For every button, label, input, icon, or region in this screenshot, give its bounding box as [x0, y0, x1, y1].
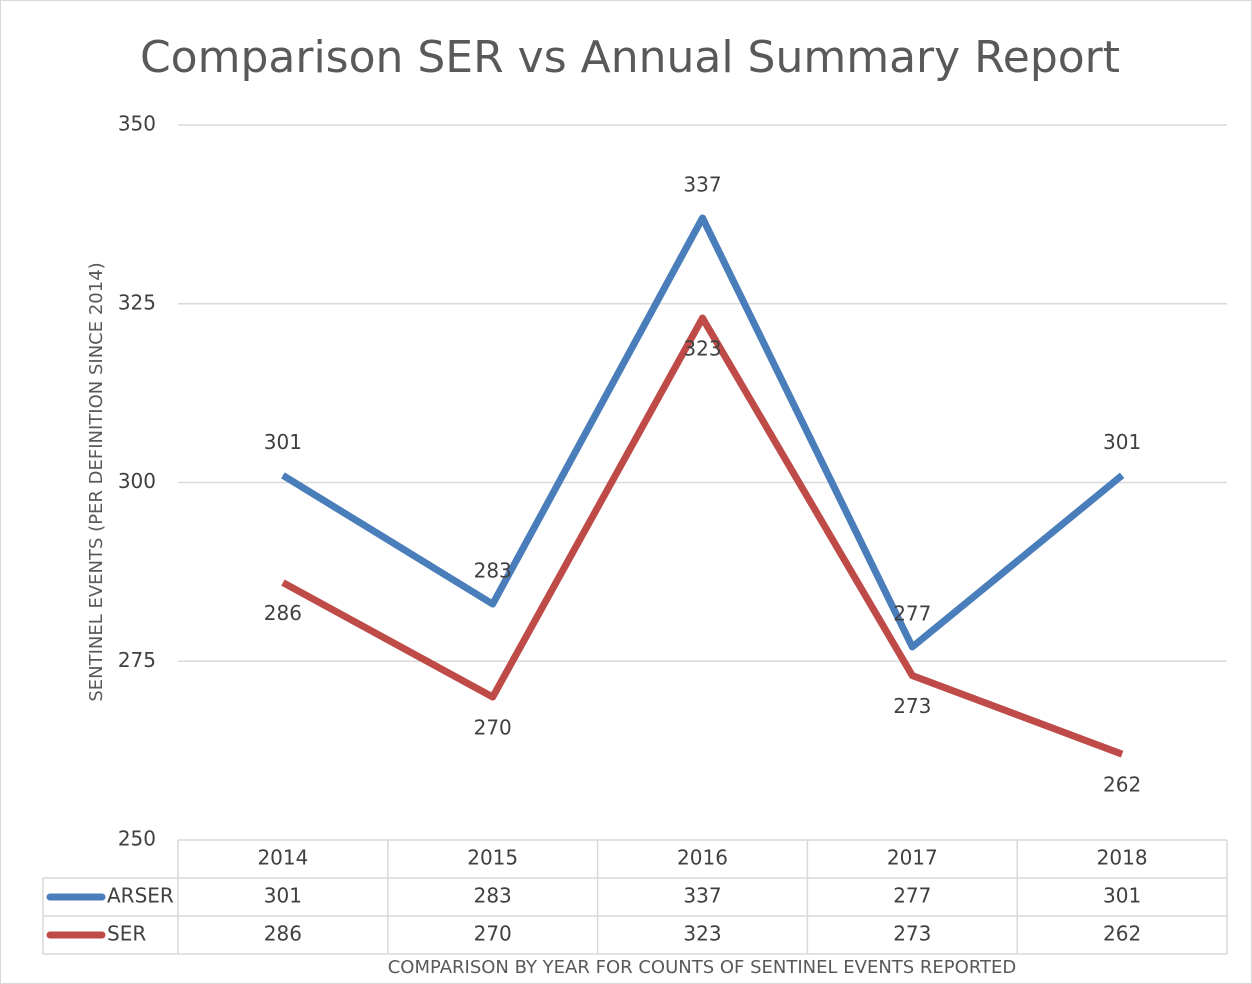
data-label: 323 — [683, 337, 721, 361]
table-cell: 270 — [474, 922, 512, 946]
series-line — [281, 314, 1124, 758]
data-label: 262 — [1103, 773, 1141, 797]
x-tick-label: 2015 — [467, 846, 518, 870]
x-axis-title: COMPARISON BY YEAR FOR COUNTS OF SENTINE… — [388, 957, 1017, 978]
table-cell: 273 — [893, 922, 931, 946]
x-tick-label: 2016 — [677, 846, 728, 870]
legend-label: SER — [107, 922, 146, 946]
table-cell: 283 — [474, 884, 512, 908]
x-tick-label: 2017 — [887, 846, 938, 870]
y-tick-label: 275 — [118, 648, 156, 672]
y-tick-label: 325 — [118, 290, 156, 314]
data-label: 270 — [474, 716, 512, 740]
y-tick-label: 300 — [118, 469, 156, 493]
data-label: 277 — [893, 601, 931, 625]
series-line — [281, 214, 1125, 651]
x-tick-label: 2018 — [1097, 846, 1148, 870]
table-cell: 323 — [683, 922, 721, 946]
data-label: 283 — [474, 559, 512, 583]
data-label: 286 — [264, 601, 302, 625]
table-cell: 277 — [893, 884, 931, 908]
table-cell: 337 — [683, 884, 721, 908]
legend-label: ARSER — [107, 884, 174, 908]
data-label: 301 — [264, 430, 302, 454]
x-tick-label: 2014 — [257, 846, 308, 870]
table-cell: 286 — [264, 922, 302, 946]
table-cell: 301 — [1103, 884, 1141, 908]
chart-title: Comparison SER vs Annual Summary Report — [140, 32, 1120, 83]
data-label: 301 — [1103, 430, 1141, 454]
table-cell: 262 — [1103, 922, 1141, 946]
data-label: 273 — [893, 694, 931, 718]
y-axis-title: SENTINEL EVENTS (PER DEFINITION SINCE 20… — [86, 262, 107, 701]
y-tick-label: 350 — [118, 112, 156, 136]
y-tick-label: 250 — [118, 827, 156, 851]
table-cell: 301 — [264, 884, 302, 908]
data-label: 337 — [683, 172, 721, 196]
